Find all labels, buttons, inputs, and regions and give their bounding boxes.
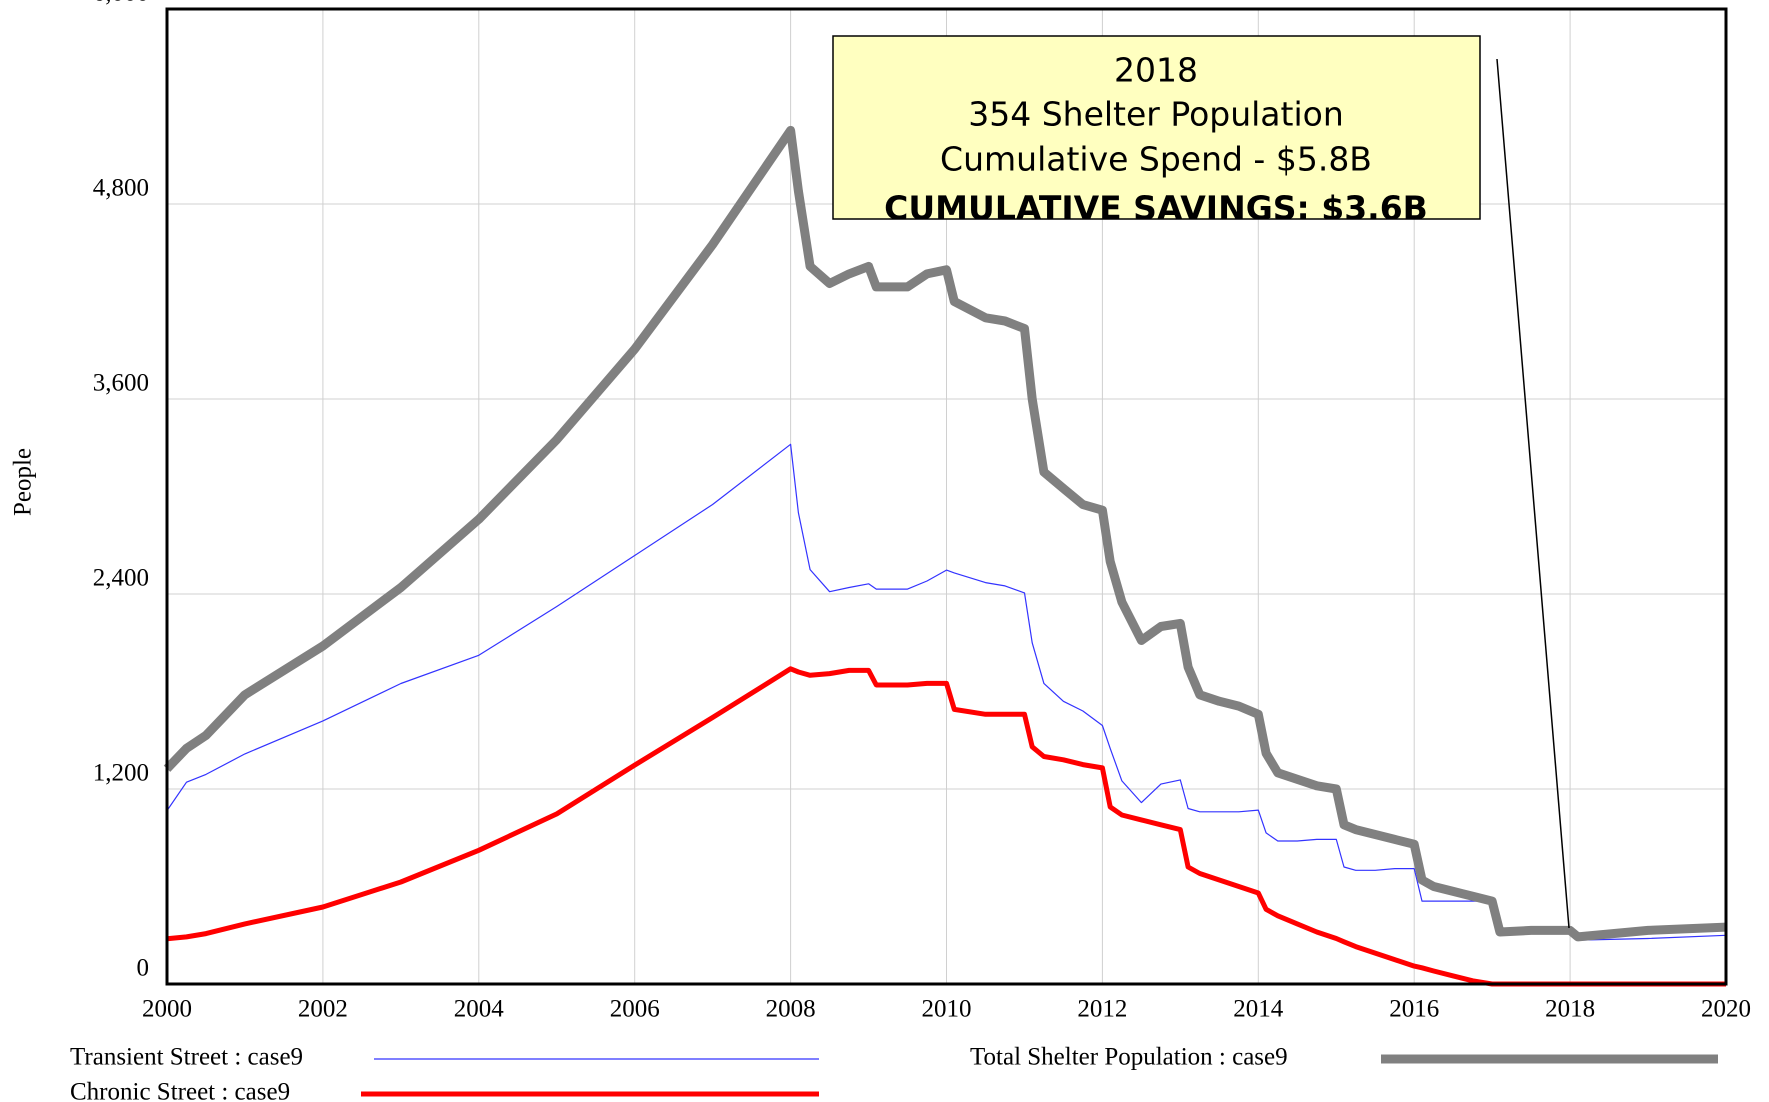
series-line: [166, 666, 1726, 987]
plot-frame: [165, 7, 1728, 986]
x-tick-label: 2004: [454, 996, 505, 1023]
x-tick-label: 2014: [1233, 996, 1284, 1023]
y-tick-label: 2,400: [93, 565, 149, 592]
y-tick-label: 3,600: [93, 370, 149, 397]
annotation-line: Cumulative Spend - $5.8B: [940, 140, 1372, 179]
annotation-text: 2018 354 Shelter Population Cumulative S…: [884, 51, 1428, 228]
x-tick-label: 2016: [1389, 996, 1439, 1023]
y-tick-label: 6,000: [93, 0, 149, 7]
annotation-line: CUMULATIVE SAVINGS: $3.6B: [884, 189, 1428, 228]
x-tick-label: 2000: [142, 996, 192, 1023]
annotation-background: [832, 35, 1481, 220]
series-lines: [163, 125, 1727, 987]
x-tick-label: 2020: [1701, 996, 1751, 1023]
y-tick-label: 1,200: [93, 760, 149, 787]
annotation-line: 2018: [1114, 51, 1198, 90]
y-tick-label: 4,800: [93, 175, 149, 202]
x-tick-label: 2018: [1545, 996, 1595, 1023]
annotation-box: 2018 354 Shelter Population Cumulative S…: [832, 35, 1481, 228]
series-line: [163, 125, 1727, 942]
legend-label: Chronic Street : case9: [70, 1079, 290, 1102]
x-tick-label: 2002: [298, 996, 348, 1023]
y-tick-label: 0: [137, 955, 150, 982]
y-axis-label: People: [10, 448, 37, 516]
legend-label: Transient Street : case9: [70, 1044, 303, 1071]
x-tick-label: 2010: [922, 996, 972, 1023]
series-line: [166, 443, 1727, 941]
x-tick-label: 2006: [610, 996, 660, 1023]
annotation-line: 354 Shelter Population: [968, 95, 1344, 134]
x-tick-label: 2008: [766, 996, 816, 1023]
legend: Transient Street : case9 Chronic Street :…: [70, 1044, 1718, 1102]
x-tick-label: 2012: [1077, 996, 1127, 1023]
annotation-pointer: [1496, 58, 1570, 929]
legend-label: Total Shelter Population : case9: [970, 1044, 1288, 1071]
